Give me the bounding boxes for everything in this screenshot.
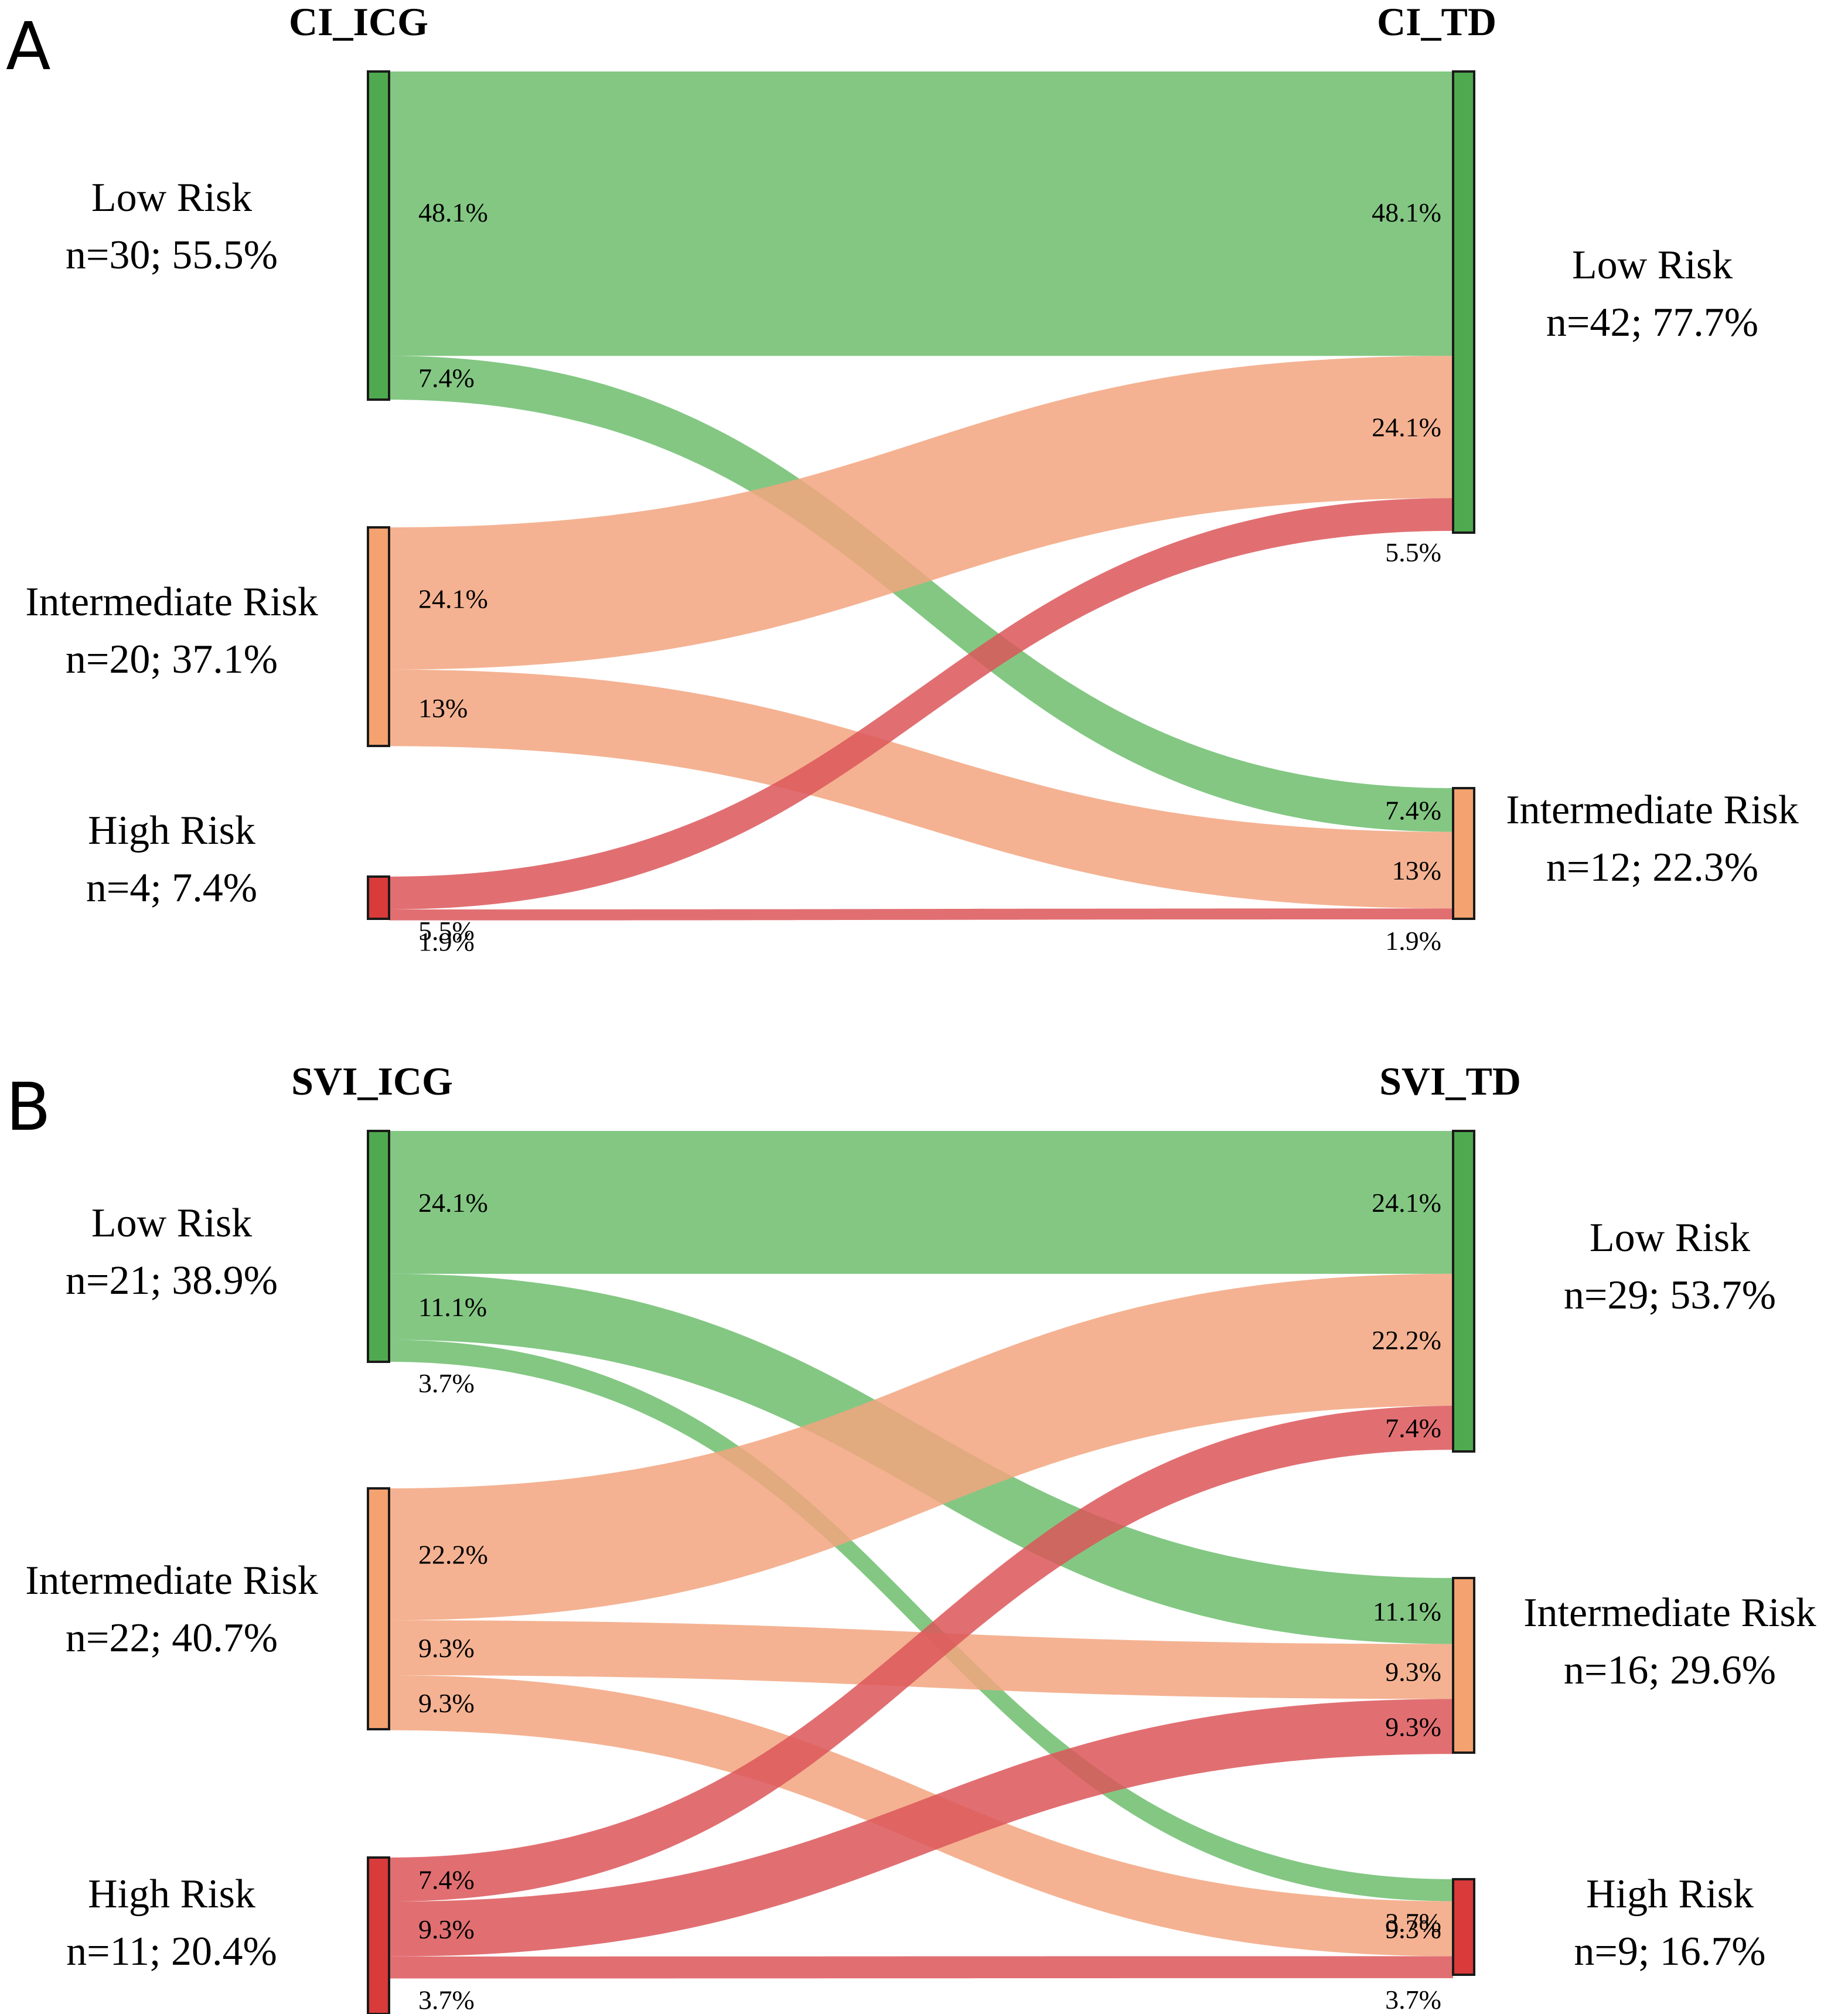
panel-a-node-labels: Low Risk n=30; 55.5% Intermediate Risk n=20… — [25, 175, 1799, 911]
panel-b-right-title: SVI_TD — [1379, 1059, 1521, 1103]
panel-a-left-node-name-intermediate: Intermediate Risk — [25, 580, 318, 625]
panel-a-left-node-name-low: Low Risk — [91, 175, 252, 220]
panel-b-flow-label-left-4: 9.3% — [418, 1633, 475, 1663]
panel-a-right-title: CI_TD — [1377, 0, 1496, 44]
panel-a-left-node-low — [367, 70, 390, 401]
panel-b-flow-low-to-low — [389, 1131, 1453, 1274]
panel-a-flow-label-right-1: 7.4% — [1385, 795, 1441, 825]
panel-b-left-node-high — [367, 1856, 390, 2014]
panel-b-flow-label-right-1: 11.1% — [1373, 1596, 1441, 1626]
panel-a-left-node-intermediate — [367, 526, 390, 747]
panel-a-nodes — [367, 70, 1475, 920]
panel-b-flow-high-to-high — [389, 1956, 1453, 1979]
panel-a-flow-label-right-0: 48.1% — [1372, 197, 1441, 227]
panel-a-flow-label-left-5: 1.9% — [418, 927, 475, 957]
panel-a: A CI_ICG CI_TD 48.1% 48.1% 7.4% 7.4% 24.1% 24… — [6, 0, 1799, 957]
panel-b-left-node-name-high: High Risk — [88, 1872, 255, 1917]
panel-a-left-node-name-high: High Risk — [88, 808, 255, 853]
panel-a-flow-label-left-3: 13% — [418, 693, 468, 723]
panel-b-flow-label-left-1: 11.1% — [418, 1292, 487, 1322]
panel-b-left-node-stat-low: n=21; 38.9% — [66, 1258, 278, 1303]
panel-a-flow-label-left-2: 24.1% — [418, 584, 488, 614]
panel-a-right-node-intermediate — [1452, 787, 1475, 920]
panel-a-right-node-low — [1452, 70, 1475, 534]
panel-a-left-node-stat-high: n=4; 7.4% — [86, 865, 257, 911]
panel-a-flow-low-to-low — [389, 71, 1453, 356]
panel-b-flow-label-right-7: 9.3% — [1385, 1712, 1441, 1742]
panel-a-flow-intermediate-to-low — [389, 356, 1453, 670]
panel-b-flow-labels: 24.1% 24.1% 11.1% 11.1% 3.7% 3.7% 22.2% 22.2% 9.… — [418, 1188, 1441, 2014]
panel-a-left-node-stat-low: n=30; 55.5% — [66, 233, 278, 278]
panel-a-flow-high-to-intermediate — [389, 908, 1453, 921]
panel-a-flow-labels: 48.1% 48.1% 7.4% 7.4% 24.1% 24.1% 13% 13% 5.5% 5.… — [418, 197, 1441, 957]
panel-a-flow-label-left-1: 7.4% — [418, 363, 475, 393]
panel-b-flow-intermediate-to-low — [389, 1273, 1453, 1621]
panel-a-right-node-name-intermediate: Intermediate Risk — [1506, 788, 1799, 833]
panel-a-flow-label-right-3: 13% — [1392, 856, 1441, 885]
panel-b-flow-label-left-2: 3.7% — [418, 1368, 475, 1398]
panel-a-flows — [389, 71, 1453, 921]
panel-a-flow-low-to-intermediate — [389, 356, 1453, 832]
panel-a-flow-label-right-2: 24.1% — [1372, 413, 1441, 442]
panel-b-flow-label-right-2: 3.7% — [1385, 1908, 1441, 1938]
panel-b-right-node-name-high: High Risk — [1586, 1872, 1754, 1917]
panel-b-right-node-name-intermediate: Intermediate Risk — [1523, 1590, 1816, 1635]
panel-b-nodes — [367, 1130, 1475, 2014]
panel-b-flow-label-left-5: 9.3% — [418, 1688, 475, 1718]
panel-b-flow-high-to-intermediate — [389, 1699, 1453, 1957]
panel-b-flow-label-right-6: 7.4% — [1385, 1413, 1441, 1443]
panel-b-flow-label-right-5: 9.3% — [1385, 1914, 1441, 1944]
panel-b-flow-label-right-0: 24.1% — [1372, 1188, 1441, 1218]
panel-a-flow-label-left-0: 48.1% — [418, 197, 488, 227]
panel-b-left-node-stat-intermediate: n=22; 40.7% — [66, 1616, 278, 1661]
panel-b-flow-label-left-0: 24.1% — [418, 1188, 488, 1218]
panel-b-flow-label-right-8: 3.7% — [1385, 1985, 1441, 2014]
panel-a-letter: A — [6, 9, 51, 85]
panel-b-flow-low-to-high — [389, 1340, 1453, 1901]
panel-b-right-node-stat-low: n=29; 53.7% — [1564, 1273, 1776, 1318]
panel-a-left-title: CI_ICG — [289, 0, 428, 44]
panel-b-right-node-high — [1452, 1878, 1475, 1976]
panel-a-left-node-high — [367, 875, 390, 920]
panel-b-left-node-stat-high: n=11; 20.4% — [66, 1929, 277, 1974]
panel-b-flow-label-left-6: 7.4% — [418, 1865, 475, 1895]
panel-b-flow-high-to-low — [389, 1406, 1453, 1902]
panel-b-left-node-low — [367, 1130, 390, 1363]
panel-b-left-node-intermediate — [367, 1487, 390, 1730]
panel-b-node-labels: Low Risk n=21; 38.9% Intermediate Risk n=22… — [25, 1201, 1816, 1974]
panel-a-right-node-stat-low: n=42; 77.7% — [1546, 300, 1758, 345]
panel-b-right-node-intermediate — [1452, 1577, 1475, 1754]
panel-b-letter: B — [6, 1069, 51, 1146]
panel-a-right-node-stat-intermediate: n=12; 22.3% — [1546, 845, 1758, 890]
panel-b-left-node-name-low: Low Risk — [91, 1201, 252, 1246]
panel-b-right-node-stat-intermediate: n=16; 29.6% — [1564, 1648, 1776, 1693]
panel-a-flow-label-left-4: 5.5% — [418, 916, 475, 946]
panel-b-flow-label-right-4: 9.3% — [1385, 1657, 1441, 1686]
panel-a-left-node-stat-intermediate: n=20; 37.1% — [66, 637, 278, 682]
panel-b: B SVI_ICG SVI_TD 24.1% 24.1% 11.1% 11.1% 3.7… — [6, 1059, 1816, 2014]
panel-a-flow-intermediate-to-intermediate — [389, 669, 1453, 909]
panel-b-flow-label-left-8: 3.7% — [418, 1985, 475, 2014]
panel-b-left-node-name-intermediate: Intermediate Risk — [25, 1558, 318, 1603]
panel-b-right-node-stat-high: n=9; 16.7% — [1574, 1929, 1765, 1974]
panel-b-flows — [389, 1131, 1453, 1979]
panel-b-left-title: SVI_ICG — [291, 1059, 453, 1103]
panel-b-right-node-low — [1452, 1130, 1475, 1453]
panel-a-flow-label-right-4: 5.5% — [1385, 537, 1441, 567]
panel-b-flow-label-left-7: 9.3% — [418, 1914, 475, 1944]
panel-b-flow-label-left-3: 22.2% — [418, 1540, 488, 1570]
panel-a-right-node-name-low: Low Risk — [1572, 243, 1733, 288]
panel-b-right-node-name-low: Low Risk — [1590, 1215, 1750, 1260]
panel-a-flow-high-to-low — [389, 498, 1453, 909]
panel-a-flow-label-right-5: 1.9% — [1385, 926, 1441, 956]
panel-b-flow-label-right-3: 22.2% — [1372, 1325, 1441, 1355]
